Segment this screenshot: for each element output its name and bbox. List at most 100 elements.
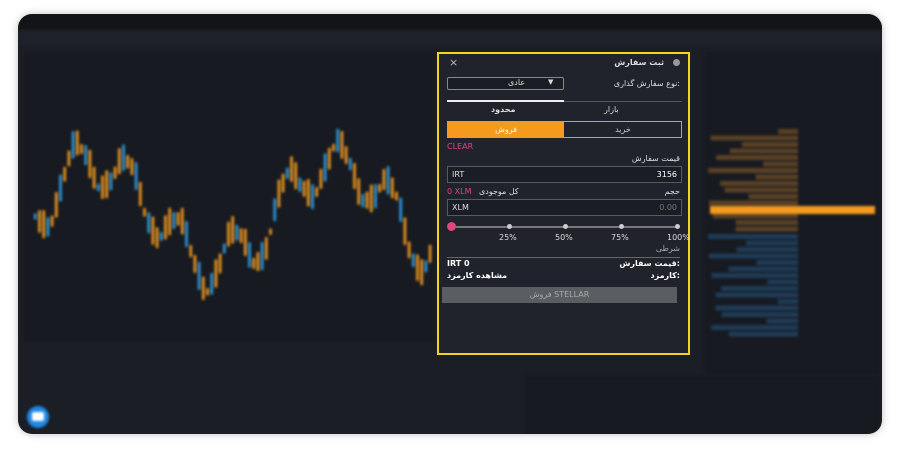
slider-mark: 75%: [611, 233, 629, 242]
slider-mark: 100%: [667, 233, 690, 242]
candle: [328, 147, 331, 170]
candle: [193, 255, 197, 273]
bid-row: [715, 292, 798, 298]
slider-thumb[interactable]: [447, 222, 456, 231]
candle: [185, 221, 188, 247]
order-type-label: نوع سفارش گذاری:: [613, 79, 680, 88]
ask-row: [735, 226, 798, 232]
bid-row: [766, 318, 798, 324]
candle: [139, 182, 142, 207]
bid-row: [715, 305, 798, 311]
price-label: قیمت سفارش: [631, 154, 680, 163]
depth-panel: [525, 376, 880, 434]
candle: [109, 172, 113, 191]
chat-icon: [32, 412, 44, 421]
candle: [311, 184, 314, 209]
slider-stop[interactable]: [675, 224, 680, 229]
candle: [420, 259, 423, 286]
order-type-select[interactable]: عادی ▼: [447, 77, 564, 90]
bid-row: [777, 299, 798, 304]
candle: [147, 212, 150, 234]
tab-market[interactable]: بازار: [604, 105, 619, 114]
select-arrow: ▼: [548, 78, 554, 86]
tab-limit[interactable]: محدود: [491, 105, 516, 114]
candle: [67, 150, 71, 167]
conditional-label[interactable]: شرطی: [655, 244, 680, 253]
ask-row: [716, 155, 798, 160]
candle: [134, 162, 138, 190]
candle: [286, 167, 289, 179]
candle: [223, 243, 226, 254]
ask-row: [735, 220, 798, 225]
candle: [50, 215, 54, 227]
candle: [395, 191, 398, 201]
bid-row: [711, 325, 798, 330]
candle: [403, 217, 407, 245]
price-unit: IRT: [452, 170, 465, 179]
candle: [336, 128, 339, 153]
modal-title: ثبت سفارش: [614, 58, 664, 67]
close-button[interactable]: ×: [449, 56, 459, 69]
bid-row: [708, 234, 798, 239]
top-bar: [18, 14, 882, 30]
candle: [281, 173, 285, 193]
candle: [168, 207, 171, 236]
ask-row: [748, 194, 798, 199]
price-input[interactable]: IRT 3156: [447, 166, 682, 183]
fee-link[interactable]: مشاهده کارمزد: [447, 271, 508, 280]
bid-row: [711, 273, 798, 278]
slider-stop[interactable]: [619, 224, 624, 229]
sell-button[interactable]: فروش: [448, 122, 564, 137]
candle: [34, 213, 37, 220]
candle: [391, 177, 394, 199]
candle: [101, 175, 104, 199]
chart-panel: [24, 52, 434, 342]
candle: [407, 241, 411, 259]
candle: [365, 191, 369, 209]
candle: [235, 224, 239, 241]
candle: [302, 181, 306, 197]
bid-row: [728, 331, 798, 337]
ask-row: [778, 129, 798, 134]
candle: [113, 166, 117, 179]
candle: [370, 184, 373, 213]
side-toggle: فروش خرید: [447, 121, 682, 138]
bid-row: [756, 260, 798, 265]
candle: [197, 262, 201, 290]
candle: [227, 221, 230, 247]
clear-button[interactable]: CLEAR: [447, 142, 474, 151]
price-value: 3156: [656, 170, 677, 179]
ask-row: [708, 168, 798, 173]
candle: [189, 245, 192, 258]
candle: [164, 215, 167, 240]
candle: [239, 228, 243, 243]
ask-row: [741, 142, 798, 147]
candle: [353, 163, 356, 189]
candle: [244, 228, 247, 256]
candle: [210, 272, 213, 295]
candle: [214, 259, 218, 288]
candle: [105, 170, 108, 199]
candle: [252, 257, 255, 269]
candle: [248, 242, 251, 268]
candle: [399, 197, 402, 222]
candle: [265, 237, 268, 260]
candle: [202, 276, 205, 300]
balance-value: 0 XLM: [447, 187, 472, 196]
ask-row: [762, 161, 798, 167]
candle: [97, 183, 100, 192]
ask-row: [708, 200, 798, 206]
candle: [160, 232, 163, 241]
volume-input[interactable]: XLM 0.00: [447, 199, 682, 216]
ask-row: [724, 187, 798, 193]
slider-stop[interactable]: [507, 224, 512, 229]
candle: [298, 177, 302, 192]
sub-bar: [18, 30, 882, 46]
bid-row: [721, 312, 798, 317]
candle: [218, 253, 222, 274]
slider-stop[interactable]: [563, 224, 568, 229]
buy-button[interactable]: خرید: [615, 125, 631, 134]
submit-button[interactable]: فروش STELLAR: [442, 287, 677, 303]
volume-label: حجم: [664, 187, 680, 196]
candle: [155, 227, 159, 248]
